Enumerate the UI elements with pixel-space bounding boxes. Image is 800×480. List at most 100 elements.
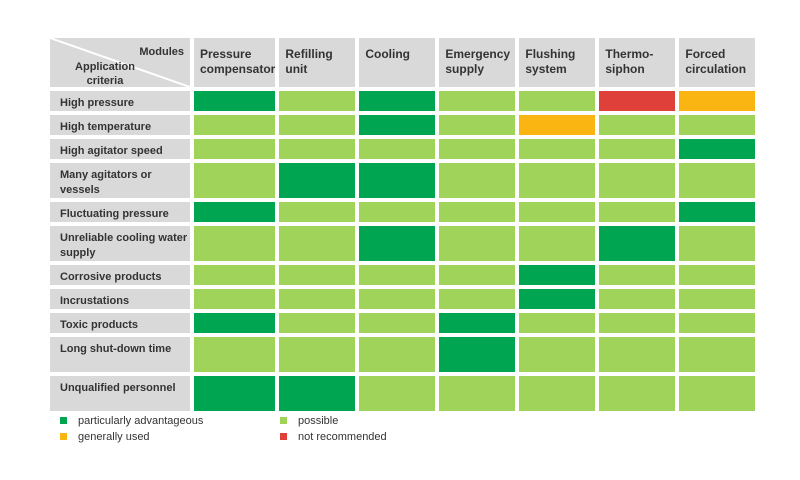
module-header-label: Flushing system bbox=[525, 47, 576, 76]
criteria-row: High temperature bbox=[50, 115, 756, 135]
legend-item: particularly advantageous bbox=[60, 414, 203, 429]
header-row: Modules Application criteria Pressure co… bbox=[50, 38, 756, 87]
module-header: Forced circulation bbox=[679, 38, 756, 87]
rating-cell bbox=[519, 289, 596, 309]
rating-cell bbox=[679, 202, 756, 222]
module-header-label: Emergency supply bbox=[445, 47, 511, 76]
criteria-label: Corrosive products bbox=[50, 265, 190, 285]
rating-cell bbox=[599, 265, 676, 285]
rating-cell bbox=[439, 376, 516, 411]
rating-cell bbox=[279, 313, 356, 333]
diagonal-divider bbox=[50, 38, 190, 87]
rating-cell bbox=[194, 376, 276, 411]
rating-cell bbox=[439, 313, 516, 333]
rating-cell bbox=[359, 337, 436, 372]
rating-cell bbox=[439, 91, 516, 111]
criteria-row: Unreliable cooling water supply bbox=[50, 226, 756, 261]
rating-cell bbox=[279, 163, 356, 198]
module-header-label: Pressure compensator bbox=[200, 47, 276, 76]
rating-cell bbox=[439, 163, 516, 198]
rating-cell bbox=[599, 202, 676, 222]
legend-item: possible bbox=[280, 414, 338, 429]
rating-cell bbox=[279, 376, 356, 411]
rating-cell bbox=[279, 265, 356, 285]
rating-cell bbox=[439, 289, 516, 309]
legend-label: possible bbox=[298, 415, 339, 427]
module-header: Flushing system bbox=[519, 38, 596, 87]
legend-item: not recommended bbox=[280, 430, 387, 445]
rating-cell bbox=[359, 265, 436, 285]
rating-cell bbox=[519, 337, 596, 372]
rating-cell bbox=[679, 289, 756, 309]
rating-cell bbox=[439, 115, 516, 135]
rating-cell bbox=[599, 337, 676, 372]
legend-item: generally used bbox=[60, 430, 150, 445]
suitability-matrix: Modules Application criteria Pressure co… bbox=[46, 34, 759, 415]
rating-cell bbox=[599, 115, 676, 135]
rating-cell bbox=[439, 139, 516, 159]
rating-cell bbox=[519, 115, 596, 135]
criteria-label: Fluctuating pressure bbox=[50, 202, 190, 222]
legend-swatch bbox=[60, 416, 67, 424]
rating-cell bbox=[359, 376, 436, 411]
rating-cell bbox=[519, 202, 596, 222]
rating-cell bbox=[679, 337, 756, 372]
module-header-label: Thermo-siphon bbox=[605, 47, 654, 76]
criteria-row: Unqualified personnel bbox=[50, 376, 756, 411]
rating-cell bbox=[519, 265, 596, 285]
legend-label: generally used bbox=[78, 431, 150, 443]
rating-cell bbox=[519, 91, 596, 111]
legend-label: not recommended bbox=[298, 431, 387, 443]
legend-swatch bbox=[280, 416, 287, 424]
rating-cell bbox=[194, 202, 276, 222]
module-header-label: Cooling bbox=[365, 47, 411, 61]
rating-cell bbox=[279, 91, 356, 111]
rating-cell bbox=[194, 115, 276, 135]
criteria-axis-label: Application criteria bbox=[75, 61, 135, 87]
rating-cell bbox=[679, 265, 756, 285]
rating-cell bbox=[279, 139, 356, 159]
rating-cell bbox=[194, 289, 276, 309]
rating-cell bbox=[679, 139, 756, 159]
rating-cell bbox=[679, 376, 756, 411]
rating-cell bbox=[599, 163, 676, 198]
corner-header: Modules Application criteria bbox=[50, 38, 190, 87]
rating-cell bbox=[194, 226, 276, 261]
rating-cell bbox=[679, 91, 756, 111]
rating-cell bbox=[519, 376, 596, 411]
criteria-label: Long shut-down time bbox=[50, 337, 190, 372]
criteria-label: Incrustations bbox=[50, 289, 190, 309]
rating-cell bbox=[359, 202, 436, 222]
module-header-label: Forced circulation bbox=[685, 47, 747, 76]
rating-cell bbox=[519, 163, 596, 198]
legend-swatch bbox=[60, 432, 67, 440]
rating-cell bbox=[439, 265, 516, 285]
module-header: Emergency supply bbox=[439, 38, 516, 87]
rating-cell bbox=[679, 163, 756, 198]
rating-cell bbox=[439, 226, 516, 261]
criteria-row: Corrosive products bbox=[50, 265, 756, 285]
criteria-label: High temperature bbox=[50, 115, 190, 135]
criteria-row: Fluctuating pressure bbox=[50, 202, 756, 222]
criteria-label: Unreliable cooling water supply bbox=[50, 226, 190, 261]
rating-cell bbox=[279, 226, 356, 261]
rating-cell bbox=[599, 91, 676, 111]
rating-cell bbox=[194, 337, 276, 372]
rating-cell bbox=[599, 289, 676, 309]
legend-swatch bbox=[280, 432, 287, 440]
rating-cell bbox=[439, 337, 516, 372]
rating-cell bbox=[359, 313, 436, 333]
criteria-label: Unqualified personnel bbox=[50, 376, 190, 411]
rating-cell bbox=[359, 91, 436, 111]
module-header: Thermo-siphon bbox=[599, 38, 676, 87]
rating-cell bbox=[194, 91, 276, 111]
rating-cell bbox=[194, 163, 276, 198]
criteria-label: High pressure bbox=[50, 91, 190, 111]
rating-cell bbox=[359, 115, 436, 135]
rating-cell bbox=[194, 265, 276, 285]
rating-cell bbox=[279, 289, 356, 309]
rating-cell bbox=[359, 289, 436, 309]
criteria-label: Toxic products bbox=[50, 313, 190, 333]
criteria-row: High agitator speed bbox=[50, 139, 756, 159]
rating-cell bbox=[519, 313, 596, 333]
